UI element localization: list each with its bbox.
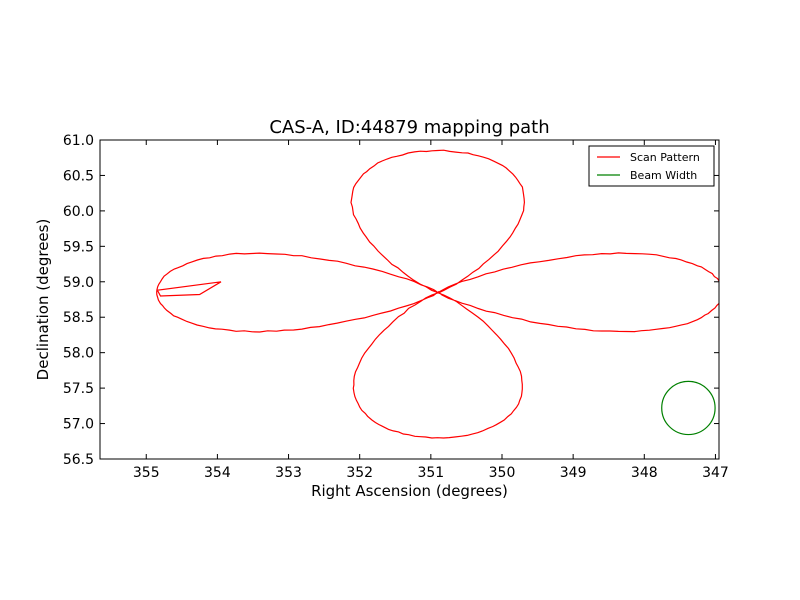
x-tick-label: 348: [631, 465, 658, 481]
x-tick-label: 350: [489, 465, 516, 481]
y-tick-label: 60.0: [63, 204, 94, 220]
y-tick-label: 59.0: [63, 275, 94, 291]
x-tick-label: 347: [702, 465, 729, 481]
x-tick-label: 354: [204, 465, 231, 481]
x-axis: 355 354 353 352 351 350 349 348 347: [133, 140, 729, 481]
scan-pattern-line: [156, 149, 719, 439]
beam-width-circle: [661, 380, 716, 436]
x-axis-label: Right Ascension (degrees): [311, 482, 508, 500]
y-tick-label: 57.0: [63, 417, 94, 433]
y-axis-label: Declination (degrees): [34, 219, 52, 381]
x-tick-label: 352: [346, 465, 373, 481]
legend: Scan Pattern Beam Width: [588, 145, 715, 187]
legend-label-beam-width: Beam Width: [630, 169, 697, 182]
x-tick-label: 353: [275, 465, 302, 481]
x-tick-label: 351: [417, 465, 444, 481]
plot-area: [156, 149, 719, 439]
x-tick-label: 355: [133, 465, 160, 481]
y-tick-label: 60.5: [63, 168, 94, 184]
y-tick-label: 61.0: [63, 133, 94, 149]
y-tick-label: 57.5: [63, 381, 94, 397]
legend-box: [588, 145, 715, 187]
legend-label-scan-pattern: Scan Pattern: [630, 151, 700, 164]
y-tick-label: 58.5: [63, 310, 94, 326]
y-axis: 56.5 57.0 57.5 58.0 58.5 59.0 59.5 60.0 60.5 61.0: [63, 133, 719, 468]
chart-title: CAS-A, ID:44879 mapping path: [269, 117, 549, 138]
x-tick-label: 349: [560, 465, 587, 481]
y-tick-label: 58.0: [63, 346, 94, 362]
y-tick-label: 56.5: [63, 452, 94, 468]
y-tick-label: 59.5: [63, 239, 94, 255]
plot-frame: [99, 139, 720, 460]
